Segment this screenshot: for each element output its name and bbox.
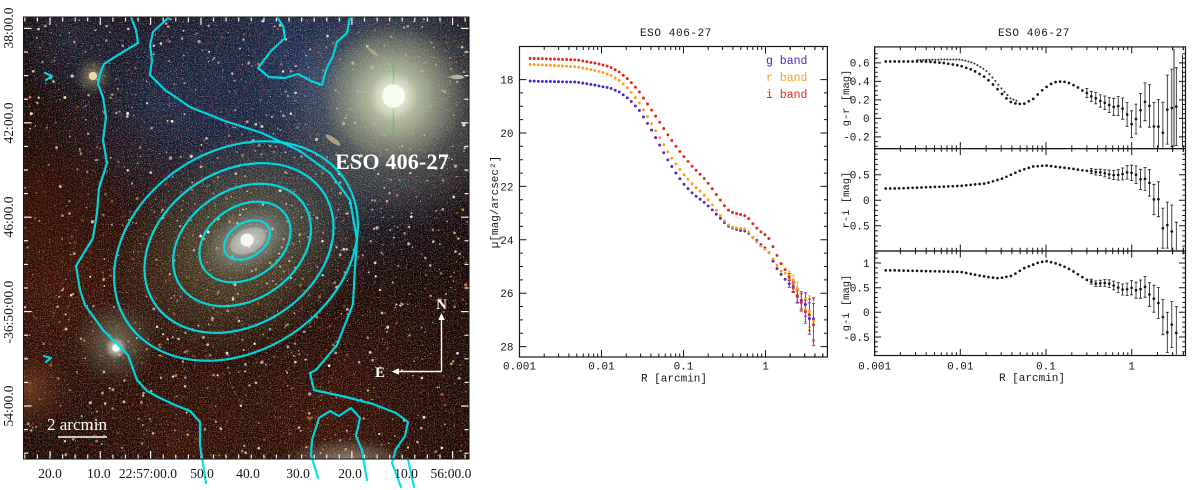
svg-text:0.5: 0.5 <box>850 284 870 296</box>
svg-text:1: 1 <box>1128 362 1135 374</box>
svg-text:i band: i band <box>766 89 807 102</box>
svg-text:56:00.0: 56:00.0 <box>431 466 472 481</box>
svg-text:38:00.0: 38:00.0 <box>1 7 16 48</box>
svg-text:0.001: 0.001 <box>503 362 536 374</box>
svg-text:ESO 406-27: ESO 406-27 <box>335 149 449 174</box>
svg-text:10.0: 10.0 <box>394 466 418 481</box>
svg-text:0.5: 0.5 <box>850 171 870 183</box>
svg-text:-0.5: -0.5 <box>843 333 869 345</box>
svg-text:E: E <box>375 365 385 381</box>
svg-text:0.1: 0.1 <box>674 362 694 374</box>
svg-text:40.0: 40.0 <box>236 466 260 481</box>
svg-text:1: 1 <box>762 362 769 374</box>
svg-text:0.1: 0.1 <box>1036 362 1056 374</box>
svg-text:ESO 406-27: ESO 406-27 <box>640 28 712 40</box>
svg-text:R [arcmin]: R [arcmin] <box>999 373 1065 385</box>
svg-text:22:57:00.0: 22:57:00.0 <box>119 466 177 481</box>
svg-text:r band: r band <box>766 72 807 85</box>
svg-text:26: 26 <box>500 289 513 301</box>
svg-text:30.0: 30.0 <box>286 466 310 481</box>
svg-text:N: N <box>436 297 447 313</box>
svg-text:0.01: 0.01 <box>947 362 974 374</box>
svg-text:28: 28 <box>500 343 513 355</box>
svg-text:50.0: 50.0 <box>190 466 214 481</box>
svg-text:10.0: 10.0 <box>87 466 111 481</box>
svg-text:0: 0 <box>863 196 870 208</box>
svg-text:24: 24 <box>500 236 514 248</box>
svg-text:-0.5: -0.5 <box>843 222 869 234</box>
svg-text:1: 1 <box>863 259 870 271</box>
svg-text:r-i [mag]: r-i [mag] <box>841 172 853 229</box>
svg-text:0: 0 <box>863 114 870 126</box>
svg-text:g-r [mag]: g-r [mag] <box>841 70 853 127</box>
svg-text:0.2: 0.2 <box>850 96 870 108</box>
svg-text:g-i [mag]: g-i [mag] <box>841 275 853 332</box>
svg-text:-0.2: -0.2 <box>843 133 869 145</box>
svg-text:µ[mag/arcsec²]: µ[mag/arcsec²] <box>490 156 502 248</box>
svg-text:22: 22 <box>500 182 513 194</box>
svg-text:0.6: 0.6 <box>850 59 870 71</box>
svg-text:46:00.0: 46:00.0 <box>1 196 16 237</box>
svg-text:0.01: 0.01 <box>588 362 615 374</box>
svg-text:0.4: 0.4 <box>850 77 870 89</box>
svg-text:ESO 406-27: ESO 406-27 <box>998 28 1070 40</box>
svg-text:20: 20 <box>500 129 513 141</box>
svg-text:20.0: 20.0 <box>38 466 62 481</box>
svg-text:g band: g band <box>766 55 807 68</box>
svg-text:2 arcmin: 2 arcmin <box>47 415 107 434</box>
svg-text:54:00.0: 54:00.0 <box>1 385 16 426</box>
svg-text:0.001: 0.001 <box>858 362 891 374</box>
svg-text:18: 18 <box>500 76 513 88</box>
svg-text:0: 0 <box>863 308 870 320</box>
svg-text:20.0: 20.0 <box>338 466 362 481</box>
svg-text:R [arcmin]: R [arcmin] <box>641 374 707 386</box>
svg-text:42:00.0: 42:00.0 <box>1 102 16 143</box>
svg-text:-36:50:00.0: -36:50:00.0 <box>1 280 16 343</box>
